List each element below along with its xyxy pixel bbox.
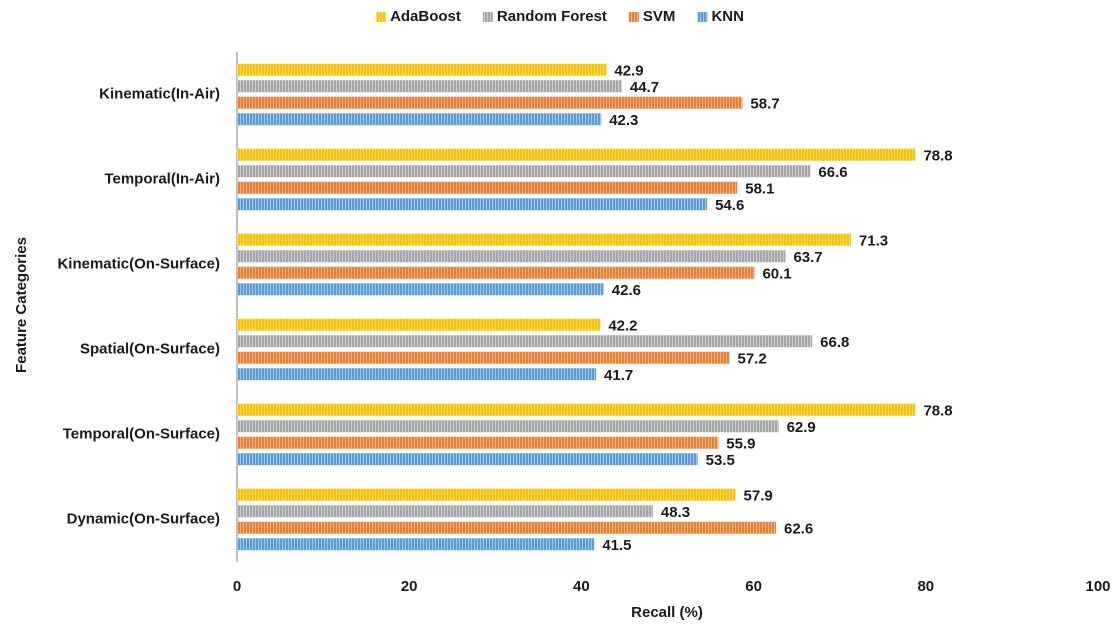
x-tick-label: 20 xyxy=(401,578,418,595)
x-tick-label: 0 xyxy=(233,578,241,595)
x-axis-title: Recall (%) xyxy=(631,604,703,621)
y-tick-label: Temporal(In-Air) xyxy=(104,170,220,187)
bar xyxy=(237,453,698,466)
bar xyxy=(237,488,736,501)
data-label: 42.3 xyxy=(609,112,638,129)
bar xyxy=(237,368,597,381)
data-label: 62.6 xyxy=(784,521,813,538)
data-label: 66.8 xyxy=(820,334,849,351)
data-label: 60.1 xyxy=(762,266,791,283)
bar xyxy=(237,335,813,348)
data-label: 41.7 xyxy=(604,367,633,384)
y-tick-label: Temporal(On-Surface) xyxy=(63,425,220,442)
bar xyxy=(237,521,776,534)
legend: AdaBoost Random Forest SVM KNN xyxy=(376,8,744,25)
x-tick-label: 40 xyxy=(573,578,590,595)
data-label: 42.9 xyxy=(614,63,643,80)
bar xyxy=(237,351,730,364)
y-axis-title: Feature Categories xyxy=(13,237,30,373)
bar xyxy=(237,538,595,551)
bar xyxy=(237,148,916,161)
data-label: 78.8 xyxy=(923,148,952,165)
legend-label: Random Forest xyxy=(497,8,607,25)
legend-label: SVM xyxy=(643,8,676,25)
legend-swatch xyxy=(482,12,493,22)
y-tick-label: Kinematic(In-Air) xyxy=(99,85,220,102)
legend-label: AdaBoost xyxy=(390,8,461,25)
data-label: 48.3 xyxy=(661,504,690,521)
bar xyxy=(237,250,786,263)
data-label: 54.6 xyxy=(715,197,744,214)
y-tick-label: Dynamic(On-Surface) xyxy=(67,510,220,527)
bar xyxy=(237,436,719,449)
x-tick-label: 100 xyxy=(1085,578,1110,595)
x-tick-label: 80 xyxy=(917,578,934,595)
y-tick-label: Spatial(On-Surface) xyxy=(80,340,220,357)
bar xyxy=(237,283,604,296)
data-label: 71.3 xyxy=(859,233,888,250)
bar xyxy=(237,505,653,518)
data-label: 62.9 xyxy=(787,419,816,436)
data-label: 53.5 xyxy=(706,452,735,469)
data-label: 55.9 xyxy=(726,436,755,453)
data-label: 63.7 xyxy=(793,249,822,266)
data-label: 57.9 xyxy=(744,488,773,505)
bar xyxy=(237,63,607,76)
data-label: 58.1 xyxy=(745,181,774,198)
bar xyxy=(237,198,708,211)
x-tick-label: 60 xyxy=(745,578,762,595)
data-label: 58.7 xyxy=(750,96,779,113)
legend-swatch xyxy=(376,12,387,22)
legend-label: KNN xyxy=(711,8,744,25)
data-label: 41.5 xyxy=(602,537,631,554)
bar xyxy=(237,233,851,246)
bar xyxy=(237,318,601,331)
bar xyxy=(237,80,622,93)
bar xyxy=(237,403,916,416)
data-label: 78.8 xyxy=(923,403,952,420)
data-label: 42.6 xyxy=(612,282,641,299)
data-label: 57.2 xyxy=(737,351,766,368)
y-tick-label: Kinematic(On-Surface) xyxy=(57,255,220,272)
bar xyxy=(237,96,743,109)
bar xyxy=(237,420,779,433)
bar xyxy=(237,266,755,279)
data-label: 42.2 xyxy=(608,318,637,335)
data-label: 66.6 xyxy=(818,164,847,181)
legend-swatch xyxy=(628,12,639,22)
bar xyxy=(237,165,811,178)
bar xyxy=(237,181,738,194)
data-label: 44.7 xyxy=(630,79,659,96)
legend-swatch xyxy=(697,12,708,22)
bar xyxy=(237,113,602,126)
